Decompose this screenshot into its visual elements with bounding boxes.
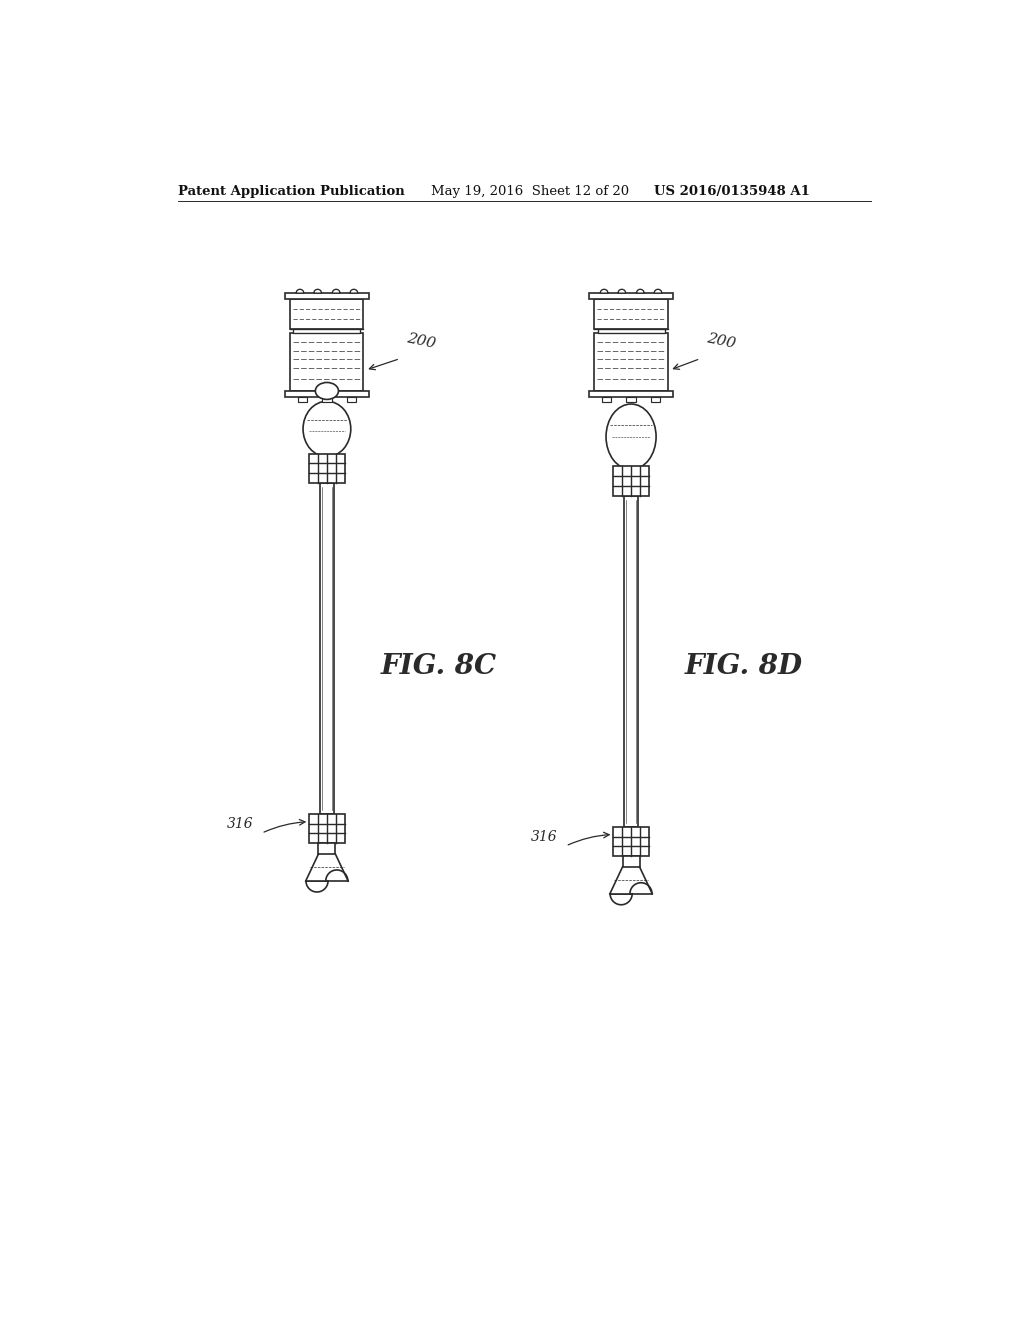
Bar (298, 397, 307, 403)
Bar (309, 814, 345, 843)
Bar (651, 397, 660, 403)
Bar (589, 391, 674, 397)
Wedge shape (313, 289, 322, 293)
Text: May 19, 2016  Sheet 12 of 20: May 19, 2016 Sheet 12 of 20 (431, 185, 629, 198)
Bar (623, 857, 640, 867)
Wedge shape (333, 289, 340, 293)
Wedge shape (296, 289, 304, 293)
Bar (627, 397, 636, 403)
Bar (598, 329, 665, 333)
Wedge shape (350, 289, 357, 293)
Wedge shape (617, 289, 626, 293)
Ellipse shape (303, 401, 351, 457)
Text: 316: 316 (531, 830, 558, 843)
Text: FIG. 8D: FIG. 8D (685, 653, 803, 680)
Bar (309, 454, 345, 483)
Bar (323, 397, 332, 403)
Bar (613, 466, 649, 496)
Bar (319, 483, 334, 814)
Bar (602, 397, 611, 403)
Bar (291, 333, 364, 391)
Bar (347, 397, 356, 403)
Bar (595, 300, 668, 329)
Text: US 2016/0135948 A1: US 2016/0135948 A1 (654, 185, 810, 198)
Text: FIG. 8C: FIG. 8C (381, 653, 497, 680)
Bar (285, 391, 370, 397)
Bar (589, 293, 674, 300)
Bar (613, 826, 649, 857)
Bar (285, 293, 370, 300)
Text: 200: 200 (706, 331, 737, 351)
Text: Patent Application Publication: Patent Application Publication (178, 185, 406, 198)
Text: 316: 316 (226, 817, 253, 830)
Bar (294, 329, 360, 333)
Wedge shape (600, 289, 608, 293)
Bar (595, 333, 668, 391)
Wedge shape (654, 289, 662, 293)
Bar (625, 496, 638, 826)
Ellipse shape (315, 383, 339, 400)
Ellipse shape (606, 404, 656, 470)
Text: 200: 200 (406, 331, 437, 351)
Wedge shape (637, 289, 644, 293)
Bar (318, 843, 336, 854)
Bar (291, 300, 364, 329)
